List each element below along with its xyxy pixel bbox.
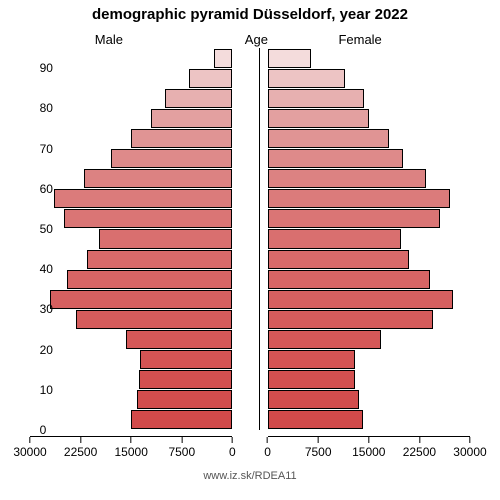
age-tick: 50 — [40, 222, 253, 236]
age-tick: 40 — [40, 262, 253, 276]
x-tick: 15000 — [115, 437, 148, 459]
age-tick: 10 — [40, 383, 253, 397]
bar-female — [268, 310, 433, 329]
bar-female — [268, 370, 356, 389]
x-tick: 22500 — [64, 437, 97, 459]
x-axis-female: 07500150002250030000 — [268, 436, 470, 437]
bar-female — [268, 270, 430, 289]
bar-female — [268, 49, 312, 68]
bar-female — [268, 89, 364, 108]
age-tick: 0 — [40, 423, 253, 437]
age-tick: 80 — [40, 101, 253, 115]
x-tick: 0 — [264, 437, 271, 459]
x-axis-male: 30000225001500075000 — [30, 436, 232, 437]
age-tick: 60 — [40, 182, 253, 196]
bar-female — [268, 169, 427, 188]
chart-title: demographic pyramid Düsseldorf, year 202… — [0, 6, 500, 23]
pyramid-chart: demographic pyramid Düsseldorf, year 202… — [0, 0, 500, 500]
bar-female — [268, 109, 369, 128]
bar-female — [268, 410, 364, 429]
bar-female — [268, 69, 346, 88]
bar-female — [268, 330, 381, 349]
x-tick: 22500 — [403, 437, 436, 459]
bar-female — [268, 390, 359, 409]
x-tick: 0 — [229, 437, 236, 459]
bar-female — [268, 250, 410, 269]
age-tick: 90 — [40, 61, 253, 75]
female-label: Female — [338, 32, 381, 47]
bar-female — [268, 229, 401, 248]
bar-female — [268, 209, 440, 228]
source-url: www.iz.sk/RDEA11 — [0, 470, 500, 482]
bar-female — [268, 129, 389, 148]
bar-female — [268, 149, 403, 168]
x-tick: 15000 — [352, 437, 385, 459]
age-tick: 20 — [40, 343, 253, 357]
age-tick: 30 — [40, 302, 253, 316]
bar-female — [268, 350, 355, 369]
male-label: Male — [95, 32, 123, 47]
x-tick: 30000 — [13, 437, 46, 459]
age-label: Age — [245, 32, 268, 47]
bar-female — [268, 290, 454, 309]
bar-female — [268, 189, 450, 208]
plot-area: 0102030405060708090 — [30, 48, 470, 430]
age-tick: 70 — [40, 142, 253, 156]
x-tick: 7500 — [168, 437, 195, 459]
bars-female — [268, 48, 470, 430]
age-axis — [259, 48, 260, 430]
x-tick: 7500 — [305, 437, 332, 459]
x-tick: 30000 — [453, 437, 486, 459]
